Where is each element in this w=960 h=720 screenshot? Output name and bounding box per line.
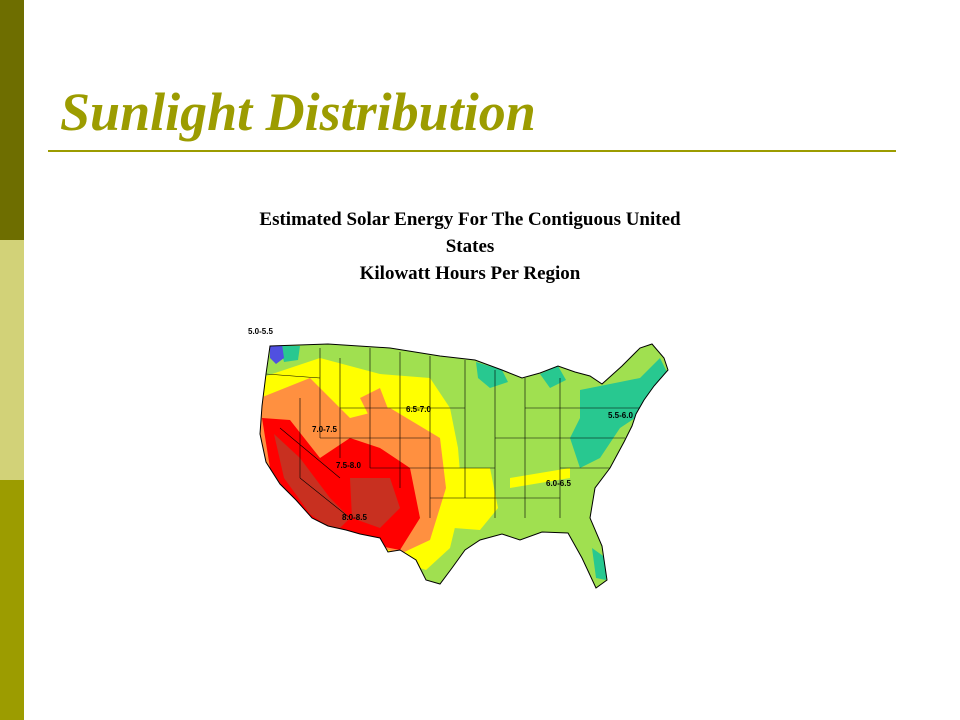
caption-line-1: Estimated Solar Energy For The Contiguou… <box>259 209 681 230</box>
zone-8-0-8-5-southwest-core <box>274 434 350 532</box>
label-7-0-7-5: 7.0-7.5 <box>312 425 337 434</box>
zone-5-5-6-0-great-lakes <box>540 366 566 388</box>
label-6-0-6-5: 6.0-6.5 <box>546 479 571 488</box>
zone-8-0-8-5-arizona-newmexico <box>350 478 400 528</box>
slide-title: Sunlight Distribution <box>60 82 536 142</box>
state-borders <box>259 343 669 589</box>
us-solar-map-svg: 5.0-5.5 6.5-7.0 7.0-7.5 7.5-8.0 8.0-8.5 … <box>248 327 669 589</box>
zone-5-5-6-0-north-plains <box>476 362 508 388</box>
caption-line-2: States <box>445 236 495 257</box>
zone-7-0-7-5-central <box>360 388 390 418</box>
zone-5-5-6-0-florida <box>592 548 606 580</box>
sidebar-segment-top <box>0 0 24 240</box>
label-8-0-8-5: 8.0-8.5 <box>342 513 367 522</box>
sidebar-segment-bottom <box>0 480 24 720</box>
caption-line-3: Kilowatt Hours Per Region <box>359 263 581 284</box>
zone-5-0-5-5-pacific-northwest <box>270 344 284 364</box>
label-5-5-6-0: 5.5-6.0 <box>608 411 633 420</box>
label-6-5-7-0: 6.5-7.0 <box>406 405 431 414</box>
zone-5-5-6-0-northeast <box>570 358 668 468</box>
label-7-5-8-0: 7.5-8.0 <box>336 461 361 470</box>
sidebar-segment-middle <box>0 240 24 480</box>
title-underline <box>48 150 896 152</box>
solar-energy-map: 5.0-5.5 6.5-7.0 7.0-7.5 7.5-8.0 8.0-8.5 … <box>240 318 680 590</box>
sidebar-accent-bar <box>0 0 24 720</box>
zone-5-5-6-0-northwest <box>280 346 300 362</box>
map-caption: Estimated Solar Energy For The Contiguou… <box>180 206 760 287</box>
label-5-0-5-5: 5.0-5.5 <box>248 327 273 336</box>
